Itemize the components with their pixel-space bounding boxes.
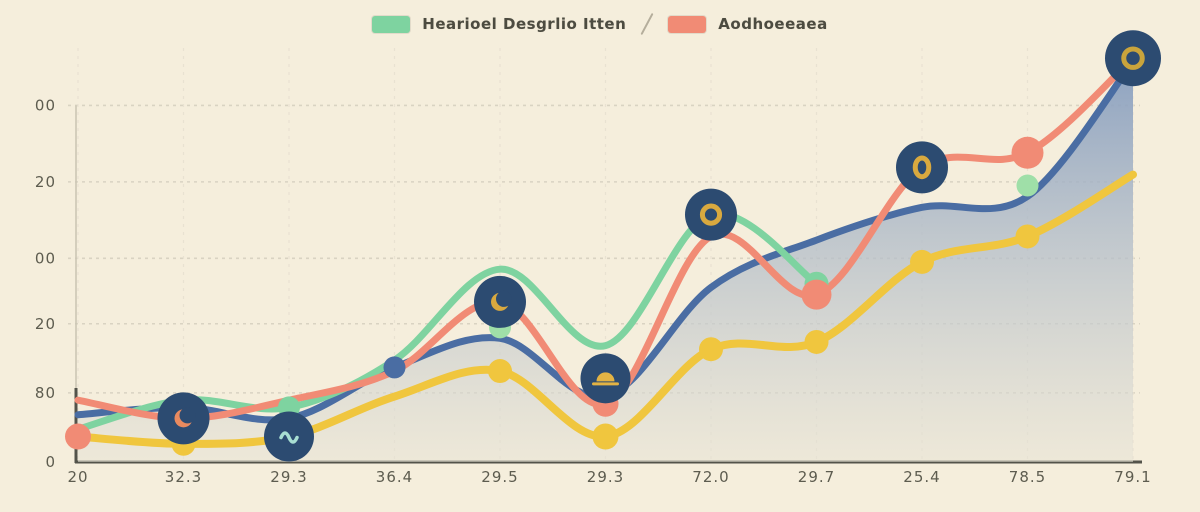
badge-marker (264, 412, 314, 462)
y-tick-label: 20 (35, 173, 56, 191)
legend-label-0: Hearioel Desgrlio Itten (422, 15, 626, 33)
badge-marker (474, 276, 526, 328)
x-tick-label: 32.3 (165, 468, 202, 486)
x-tick-label: 78.5 (1009, 468, 1046, 486)
y-tick-label: 80 (35, 384, 56, 402)
legend-swatch-salmon-icon (668, 16, 706, 33)
legend: Hearioel Desgrlio Itten Aodhoeeaea (0, 12, 1200, 36)
legend-item-0[interactable]: Hearioel Desgrlio Itten (372, 15, 626, 33)
dot-marker-salmon (802, 280, 832, 310)
y-tick-label: 20 (35, 315, 56, 333)
x-tick-label: 29.3 (587, 468, 624, 486)
x-tick-label: 25.4 (903, 468, 940, 486)
x-tick-label: 72.0 (692, 468, 729, 486)
legend-item-1[interactable]: Aodhoeeaea (668, 15, 827, 33)
dot-marker-salmon (1012, 137, 1044, 169)
chart-svg: 20 32.3 29.3 36.4 29.5 29.3 72.0 29.7 25.4 78.5 79… (0, 0, 1200, 512)
x-tick-label: 79.1 (1114, 468, 1151, 486)
y-tick-label: 00 (35, 249, 56, 267)
dot-marker-yellow (699, 337, 723, 361)
badge-marker (158, 392, 210, 444)
x-tick-label: 29.7 (798, 468, 835, 486)
y-tick-label: 0 (45, 453, 56, 471)
dot-marker-yellow (1016, 224, 1040, 248)
legend-label-1: Aodhoeeaea (718, 15, 827, 33)
dot-marker-green (1017, 175, 1039, 197)
x-tick-label: 20 (67, 468, 88, 486)
badge-marker (1105, 30, 1161, 86)
dot-marker-blue-area (384, 356, 406, 378)
x-tick-label: 29.3 (270, 468, 307, 486)
legend-swatch-green-icon (372, 16, 410, 33)
badge-marker (581, 353, 631, 403)
y-tick-label: 00 (35, 96, 56, 114)
x-tick-label: 29.5 (481, 468, 518, 486)
dot-marker-yellow (65, 424, 91, 450)
chart-stage: Hearioel Desgrlio Itten Aodhoeeaea 20 32.… (0, 0, 1200, 512)
x-tick-label: 36.4 (376, 468, 413, 486)
dot-marker-yellow (910, 250, 934, 274)
dot-marker-yellow (593, 424, 619, 450)
dot-marker-yellow (488, 359, 512, 383)
badge-marker (896, 141, 948, 193)
badge-marker (685, 189, 737, 241)
legend-separator (641, 13, 654, 35)
dot-marker-yellow (805, 330, 829, 354)
